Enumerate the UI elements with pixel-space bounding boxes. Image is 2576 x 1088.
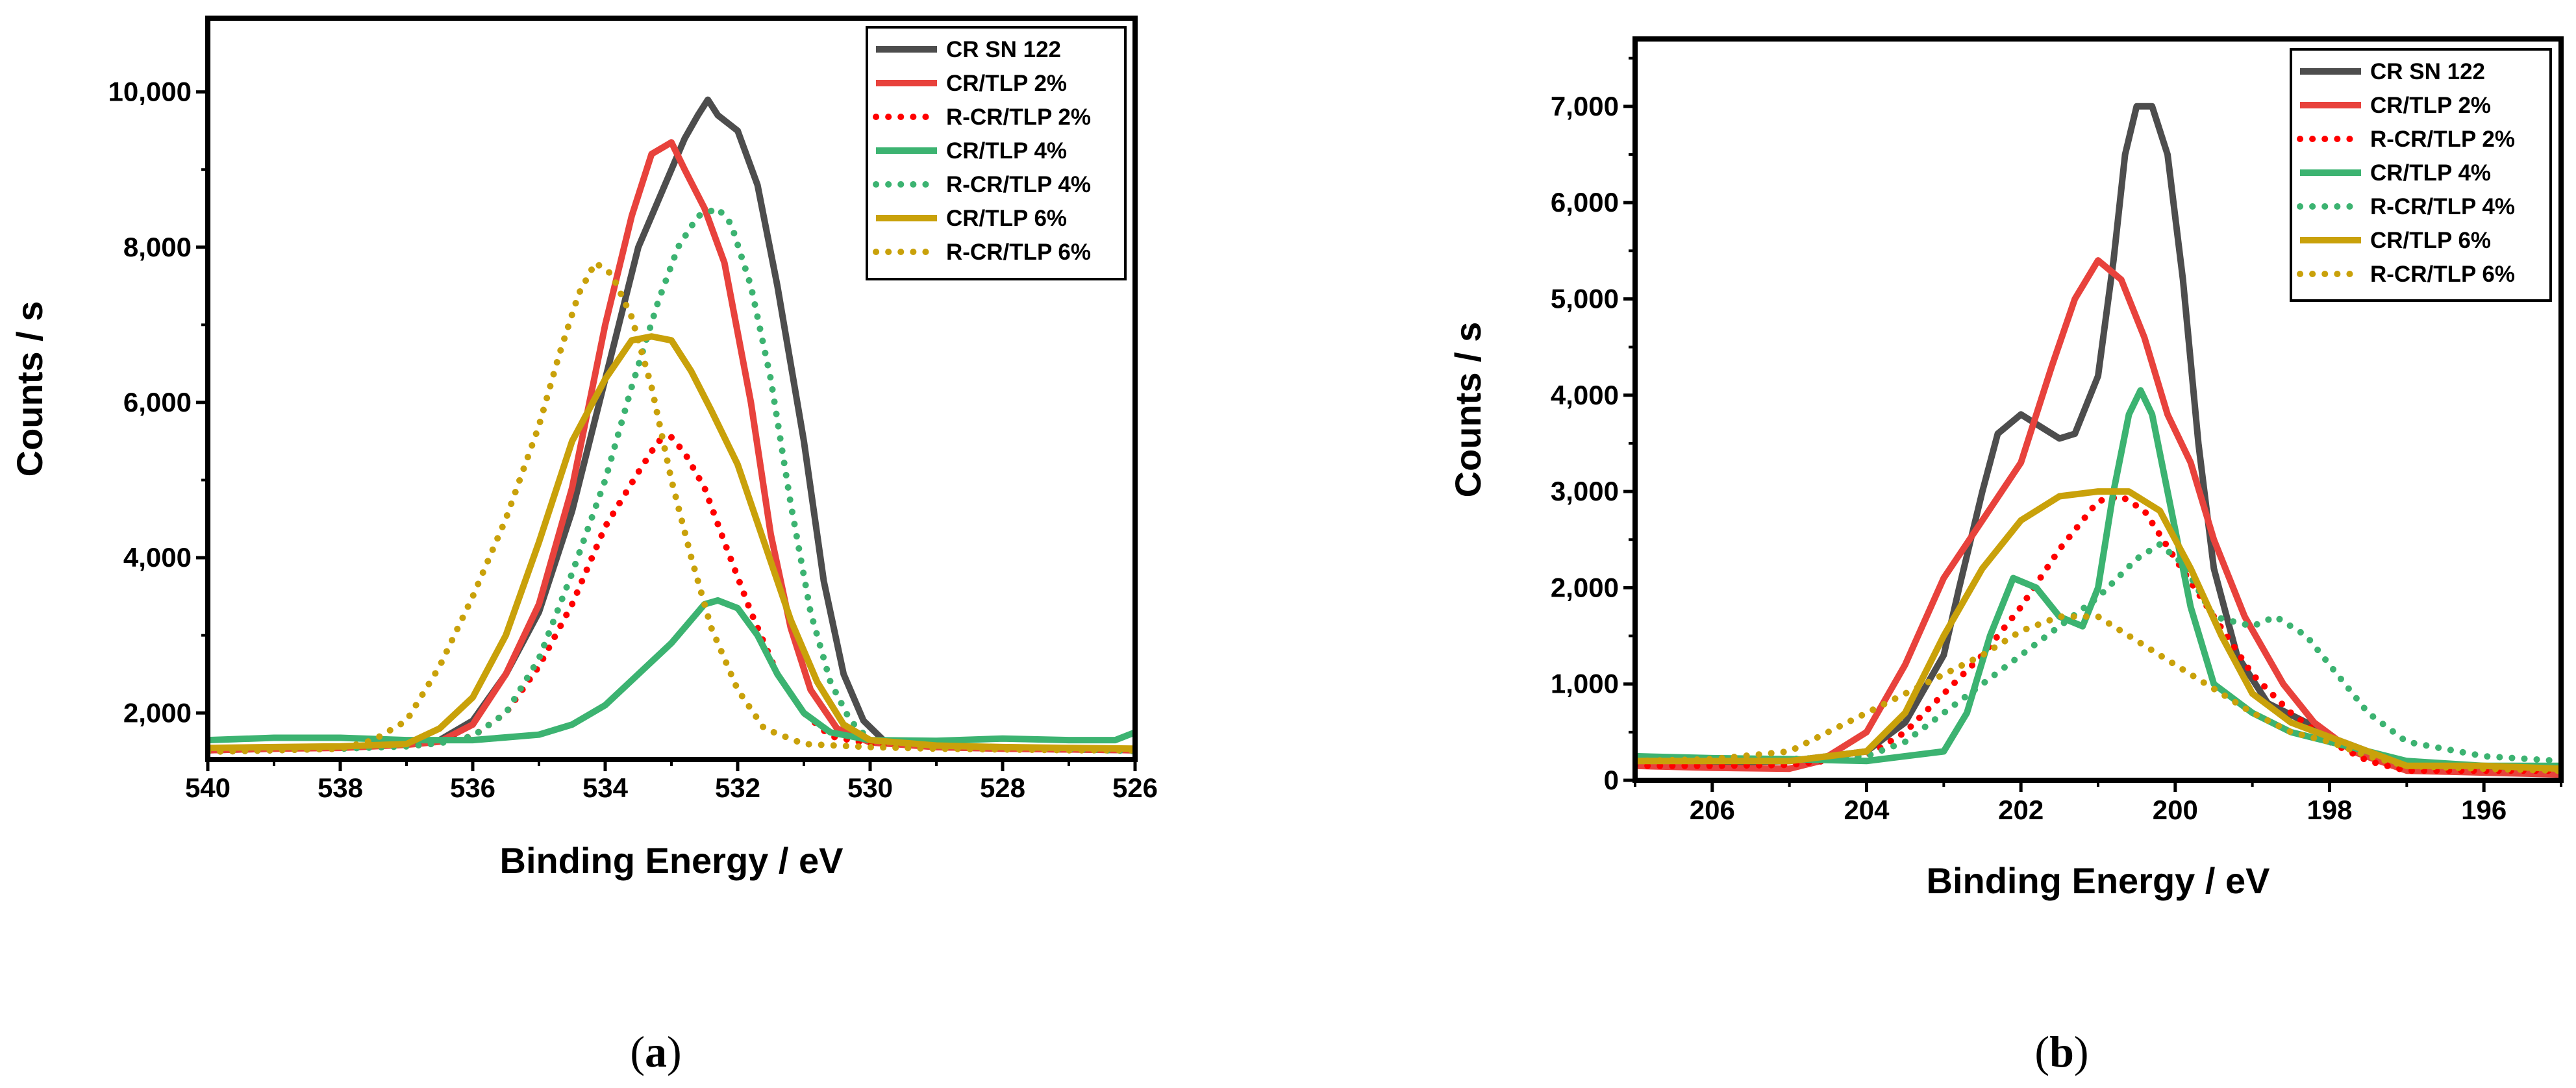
x-axis-label: Binding Energy / eV	[1927, 860, 2270, 901]
x-tick-label: 204	[1844, 795, 1890, 825]
chart-a: 540 538 536 534 532 530 528 526 2,000 4,000 6,000 8…	[9, 16, 1158, 881]
x-axis-label: Binding Energy / eV	[500, 840, 844, 881]
x-tick-label: 196	[2461, 795, 2507, 825]
chart-b: 206 204 202 200 198 196 0 1,000 2,000 3,000 4,000 5…	[1447, 36, 2564, 901]
x-tick-label: 206	[1690, 795, 1735, 825]
y-tick-label: 3,000	[1551, 476, 1619, 506]
x-tick-label: 528	[980, 773, 1025, 803]
series-group	[208, 96, 1135, 755]
series-line-2	[1635, 257, 2561, 778]
x-tick-label: 532	[715, 773, 760, 803]
series-line-1	[1635, 103, 2561, 774]
series-line-6	[1635, 488, 2561, 773]
y-tick-label: 4,000	[1551, 380, 1619, 410]
x-tick-label: 526	[1112, 773, 1158, 803]
legend-label-2: CR/TLP 2%	[946, 71, 1067, 96]
legend-label-1: CR SN 122	[2370, 59, 2485, 84]
y-axis-label: Counts / s	[9, 301, 50, 477]
y-tick-label: 6,000	[1551, 187, 1619, 217]
y-axis-label: Counts / s	[1447, 322, 1488, 498]
y-tick-label: 0	[1604, 765, 1619, 795]
y-tick-label: 7,000	[1551, 91, 1619, 121]
y-tick-label: 10,000	[108, 77, 192, 107]
series-line-5	[1635, 541, 2561, 765]
x-tick-label: 536	[450, 773, 495, 803]
legend-label-5: R-CR/TLP 4%	[2370, 194, 2515, 219]
x-tick-label: 202	[1998, 795, 2044, 825]
legend-label-7: R-CR/TLP 6%	[946, 240, 1091, 265]
plot-frame	[205, 16, 1138, 762]
series-line-7	[208, 259, 1135, 755]
series-line-3	[1635, 493, 2561, 774]
x-tick-label: 534	[582, 773, 629, 803]
plot-frame	[1632, 36, 2564, 783]
y-tick-label: 8,000	[123, 232, 192, 262]
x-tick-label: 198	[2307, 795, 2352, 825]
series-line-5	[208, 205, 1135, 755]
y-tick-label: 2,000	[123, 697, 192, 728]
legend: CR SN 122 CR/TLP 2% R-CR/TLP 2% CR/TLP 4% R-…	[866, 26, 1127, 280]
series-line-6	[208, 333, 1135, 752]
y-tick-label: 5,000	[1551, 283, 1619, 314]
legend-label-5: R-CR/TLP 4%	[946, 172, 1091, 197]
legend-label-1: CR SN 122	[946, 37, 1061, 62]
panel-label-a: (a)	[630, 1027, 681, 1076]
y-tick-label: 1,000	[1551, 669, 1619, 699]
x-tick-label: 530	[847, 773, 893, 803]
x-tick-label: 538	[318, 773, 363, 803]
y-tick-label: 6,000	[123, 387, 192, 417]
series-line-4	[208, 597, 1135, 745]
x-tick-label: 540	[185, 773, 231, 803]
series-line-7	[1635, 613, 2561, 774]
legend-label-2: CR/TLP 2%	[2370, 93, 2491, 118]
legend: CR SN 122 CR/TLP 2% R-CR/TLP 2% CR/TLP 4% R-…	[2290, 48, 2552, 302]
legend-label-4: CR/TLP 4%	[946, 138, 1067, 164]
legend-label-3: R-CR/TLP 2%	[946, 105, 1091, 130]
legend-label-3: R-CR/TLP 2%	[2370, 127, 2515, 152]
legend-label-7: R-CR/TLP 6%	[2370, 262, 2515, 287]
panel-label-b: (b)	[2034, 1027, 2088, 1076]
y-tick-label: 4,000	[123, 542, 192, 573]
series-group	[1635, 103, 2561, 778]
series-line-4	[1635, 387, 2561, 769]
legend-label-6: CR/TLP 6%	[946, 206, 1067, 231]
legend-label-6: CR/TLP 6%	[2370, 228, 2491, 253]
y-tick-label: 2,000	[1551, 572, 1619, 602]
legend-label-4: CR/TLP 4%	[2370, 160, 2491, 186]
x-tick-label: 200	[2153, 795, 2198, 825]
